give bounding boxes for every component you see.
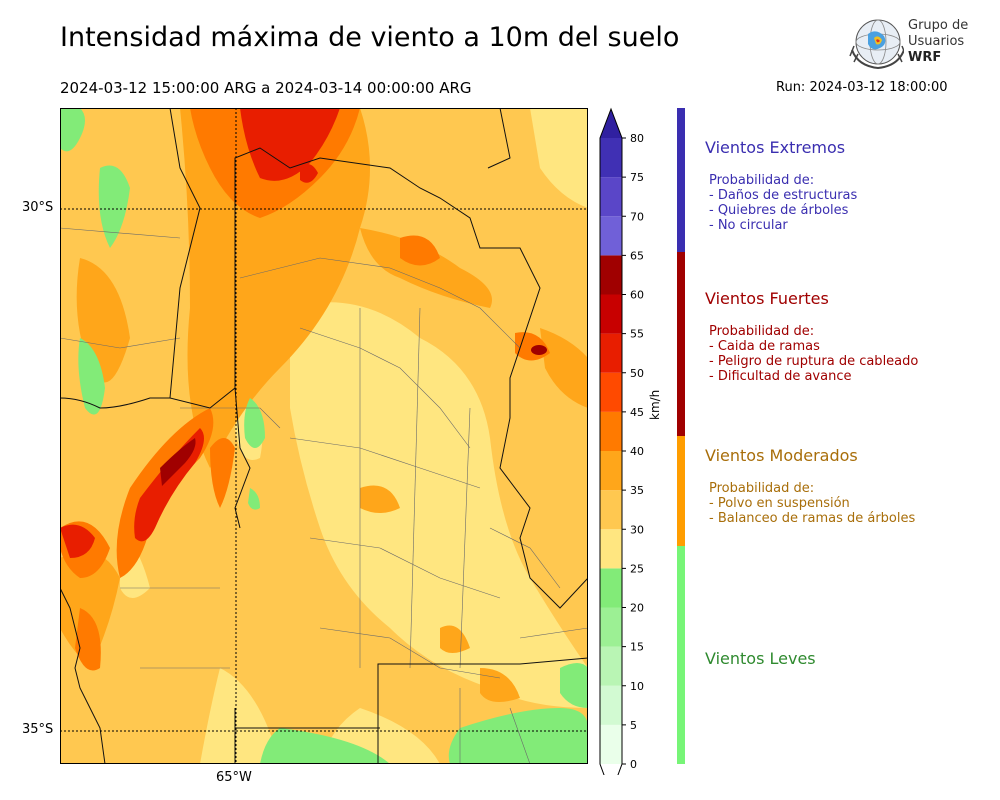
moderate-wind-zone — [60, 108, 588, 702]
category-moderate-prob: Probabilidad de: — [709, 481, 815, 496]
colorbar-tick-labels: 0 5 10 15 20 25 30 35 40 45 50 55 60 65 70 75 80 — [630, 132, 644, 771]
category-moderate-item: - Polvo en suspensión — [709, 496, 850, 511]
wind-category-strip — [677, 108, 685, 764]
colorbar-bin — [600, 490, 622, 530]
category-extreme: Vientos Extremos Probabilidad de: - Daño… — [705, 138, 857, 233]
globe-logo-icon — [849, 19, 904, 70]
forecast-period: 2024-03-12 15:00:00 ARG a 2024-03-14 00:… — [60, 79, 472, 97]
colorbar-tick-label: 30 — [630, 523, 644, 536]
colorbar-bin — [600, 333, 622, 373]
grupo-usuarios-wrf-logo: Grupo de Usuarios WRF — [848, 16, 978, 72]
longitude-label-65w: 65°W — [216, 770, 252, 785]
colorbar-tick-label: 60 — [630, 289, 644, 302]
colorbar-bin — [600, 138, 622, 178]
category-extreme-item: - Quiebres de árboles — [709, 203, 849, 218]
department-boundaries — [60, 227, 588, 764]
category-strong-prob: Probabilidad de: — [709, 324, 815, 339]
strip-strong — [677, 252, 685, 436]
province-boundaries — [60, 108, 588, 764]
strip-light — [677, 546, 685, 764]
logo-text-line2: Usuarios — [908, 34, 965, 49]
category-extreme-item: - No circular — [709, 218, 788, 233]
category-strong-item: - Dificultad de avance — [709, 369, 852, 384]
model-run-time: Run: 2024-03-12 18:00:00 — [776, 80, 948, 95]
logo-text-line1: Grupo de — [908, 18, 969, 33]
colorbar-tick-label: 50 — [630, 367, 644, 380]
category-strong-title: Vientos Fuertes — [705, 289, 829, 308]
colorbar-bin — [600, 294, 622, 334]
category-moderate-item: - Balanceo de ramas de árboles — [709, 511, 916, 526]
colorbar-tick-label: 15 — [630, 641, 644, 654]
category-moderate-title: Vientos Moderados — [705, 446, 858, 465]
colorbar-tick-label: 5 — [630, 719, 637, 732]
colorbar-tick-label: 45 — [630, 406, 644, 419]
colorbar-tick-label: 20 — [630, 602, 644, 615]
colorbar-segments — [600, 109, 622, 775]
colorbar-bin — [600, 607, 622, 647]
colorbar-bin — [600, 685, 622, 725]
colorbar-extension-max — [600, 109, 622, 138]
colorbar-tick-label: 0 — [630, 758, 637, 771]
strip-extreme — [677, 108, 685, 252]
category-extreme-prob: Probabilidad de: — [709, 173, 815, 188]
colorbar-bin — [600, 216, 622, 256]
category-light-title: Vientos Leves — [705, 649, 816, 668]
colorbar-bin — [600, 451, 622, 491]
colorbar-ticks — [622, 137, 626, 765]
colorbar-bin — [600, 177, 622, 217]
colorbar-outline — [599, 107, 623, 775]
strip-moderate — [677, 436, 685, 546]
category-extreme-title: Vientos Extremos — [705, 138, 846, 157]
colorbar-tick-label: 25 — [630, 562, 644, 575]
colorbar-bin — [600, 646, 622, 686]
map-frame — [60, 108, 588, 764]
colorbar-tick-label: 55 — [630, 328, 644, 341]
colorbar-tick-label: 40 — [630, 445, 644, 458]
colorbar-bin — [600, 255, 622, 295]
category-strong: Vientos Fuertes Probabilidad de: - Caida… — [705, 289, 918, 384]
colorbar-bin — [600, 724, 622, 764]
colorbar-bin — [600, 411, 622, 451]
category-extreme-item: - Daños de estructuras — [709, 188, 858, 203]
colorbar-extension-min — [600, 764, 622, 775]
category-moderate: Vientos Moderados Probabilidad de: - Pol… — [705, 446, 915, 526]
category-light: Vientos Leves — [705, 649, 816, 668]
chart-title: Intensidad máxima de viento a 10m del su… — [60, 22, 680, 53]
colorbar-tick-label: 75 — [630, 171, 644, 184]
extreme-core-zone — [160, 345, 547, 486]
wind-intensity-map — [60, 108, 588, 764]
category-strong-item: - Peligro de ruptura de cableado — [709, 354, 919, 369]
wind-colorbar: 0 5 10 15 20 25 30 35 40 45 50 55 60 65 70 75 80 — [599, 107, 644, 775]
light-breeze-zone — [60, 108, 588, 764]
colorbar-bin — [600, 568, 622, 608]
colorbar-tick-label: 70 — [630, 210, 644, 223]
colorbar-bin — [600, 529, 622, 569]
latitude-label-35s: 35°S — [22, 722, 54, 737]
colorbar-tick-label: 80 — [630, 132, 644, 145]
graticule-lines — [60, 108, 588, 764]
colorbar-tick-label: 10 — [630, 680, 644, 693]
logo-text-line3: WRF — [908, 50, 942, 65]
colorbar-tick-label: 35 — [630, 484, 644, 497]
category-strong-item: - Caida de ramas — [709, 339, 820, 354]
colorbar-tick-label: 65 — [630, 249, 644, 262]
latitude-label-30s: 30°S — [22, 200, 54, 215]
colorbar-bin — [600, 372, 622, 412]
colorbar-unit-label: km/h — [648, 389, 662, 420]
